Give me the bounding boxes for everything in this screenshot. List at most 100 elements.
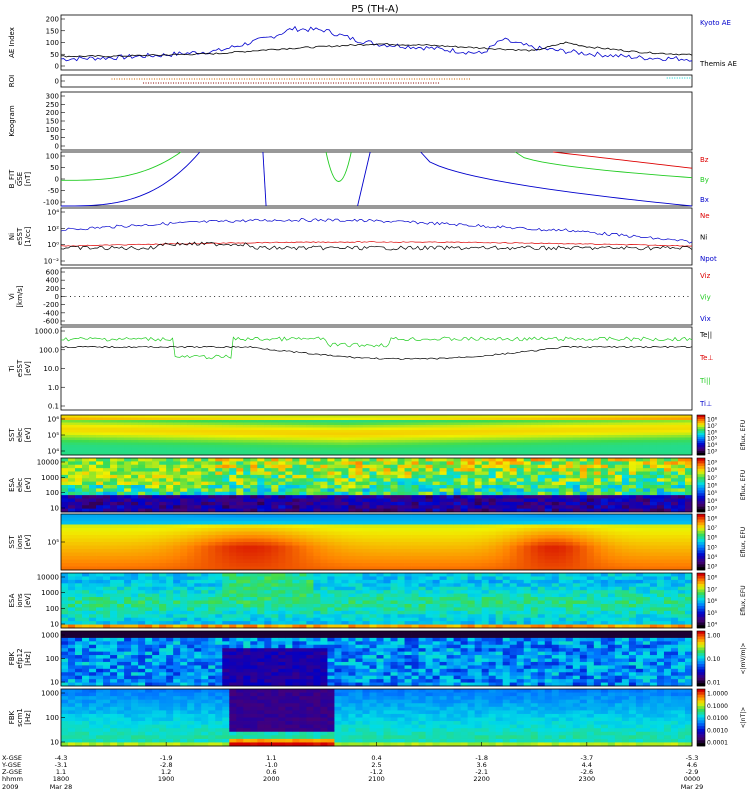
spectrogram-cell (362, 443, 369, 446)
spectrogram-cell (187, 450, 194, 453)
spectrogram-cell (440, 461, 447, 465)
spectrogram-cell (166, 488, 173, 492)
spectrogram-cell (426, 518, 433, 522)
spectrogram-cell (426, 528, 433, 532)
spectrogram-cell (89, 499, 96, 503)
spectrogram-cell (538, 420, 545, 423)
spectrogram-cell (278, 482, 285, 486)
spectrogram-cell (222, 461, 229, 465)
spectrogram-cell (222, 505, 229, 509)
spectrogram-cell (152, 583, 159, 587)
spectrogram-cell (636, 532, 643, 536)
spectrogram-cell (138, 518, 145, 522)
spectrogram-cell (454, 438, 461, 441)
spectrogram-cell (68, 450, 75, 453)
spectrogram-cell (243, 560, 250, 564)
spectrogram-cell (594, 440, 601, 443)
spectrogram-cell (250, 553, 257, 557)
spectrogram-cell (138, 525, 145, 529)
spectrogram-cell (580, 420, 587, 423)
spectrogram-cell (468, 502, 475, 506)
vi-dot (516, 296, 517, 297)
spectrogram-cell (489, 423, 496, 426)
spectrogram-cell (201, 430, 208, 433)
spectrogram-cell (601, 514, 608, 518)
spectrogram-cell (89, 458, 96, 462)
spectrogram-cell (636, 461, 643, 465)
spectrogram-cell (341, 443, 348, 446)
spectrogram-cell (678, 539, 685, 543)
spectrogram-cell (657, 461, 664, 465)
vi-dot (327, 296, 328, 297)
spectrogram-cell (75, 499, 82, 503)
spectrogram-cell (657, 505, 664, 509)
spectrogram-cell (292, 492, 299, 496)
spectrogram-cell (685, 475, 692, 479)
spectrogram-cell (573, 458, 580, 462)
spectrogram-cell (538, 478, 545, 482)
spectrogram-cell (208, 502, 215, 506)
spectrogram-cell (145, 488, 152, 492)
spectrogram-cell (531, 553, 538, 557)
spectrogram-cell (503, 539, 510, 543)
spectrogram-cell (685, 525, 692, 529)
spectrogram-cell (517, 518, 524, 522)
spectrogram-cell (671, 528, 678, 532)
spectrogram-cell (229, 423, 236, 426)
spectrogram-cell (524, 492, 531, 496)
spectrogram-cell (608, 521, 615, 525)
spectrogram-cell (110, 485, 117, 489)
spectrogram-cell (68, 542, 75, 546)
spectrogram-cell (61, 482, 68, 486)
spectrogram-cell (454, 485, 461, 489)
spectrogram-cell (299, 428, 306, 431)
spectrogram-cell (201, 445, 208, 448)
spectrogram-cell (110, 601, 117, 605)
spectrogram-cell (320, 518, 327, 522)
spectrogram-cell (285, 528, 292, 532)
spectrogram-cell (405, 546, 412, 550)
spectrogram-cell (124, 587, 131, 591)
spectrogram-cell (664, 542, 671, 546)
spectrogram-cell (348, 485, 355, 489)
spectrogram-cell (103, 472, 110, 476)
spectrogram-cell (61, 505, 68, 509)
spectrogram-cell (173, 488, 180, 492)
spectrogram-cell (348, 435, 355, 438)
spectrogram-cell (412, 535, 419, 539)
spectrogram-cell (412, 448, 419, 451)
spectrogram-cell (159, 475, 166, 479)
spectrogram-cell (559, 428, 566, 431)
spectrogram-cell (524, 430, 531, 433)
spectrogram-cell (257, 495, 264, 499)
spectrogram-cell (173, 458, 180, 462)
spectrogram-cell (201, 505, 208, 509)
spectrogram-cell (545, 505, 552, 509)
spectrogram-cell (117, 597, 124, 601)
spectrogram-cell (587, 433, 594, 436)
spectrogram-cell (517, 482, 524, 486)
spectrogram-cell (517, 521, 524, 525)
spectrogram-cell (671, 420, 678, 423)
spectrogram-cell (622, 425, 629, 428)
spectrogram-cell (517, 525, 524, 529)
spectrogram-cell (671, 518, 678, 522)
spectrogram-cell (671, 499, 678, 503)
spectrogram-cell (545, 443, 552, 446)
spectrogram-cell (278, 528, 285, 532)
vi-dot (282, 296, 283, 297)
spectrogram-cell (334, 528, 341, 532)
spectrogram-cell (138, 521, 145, 525)
spectrogram-cell (594, 461, 601, 465)
spectrogram-cell (215, 423, 222, 426)
spectrogram-cell (440, 525, 447, 529)
spectrogram-cell (138, 604, 145, 608)
spectrogram-cell (327, 518, 334, 522)
spectrogram-cell (264, 556, 271, 560)
spectrogram-cell (629, 423, 636, 426)
spectrogram-cell (545, 438, 552, 441)
spectrogram-cell (68, 576, 75, 580)
spectrogram-cell (229, 458, 236, 462)
spectrogram-cell (180, 542, 187, 546)
